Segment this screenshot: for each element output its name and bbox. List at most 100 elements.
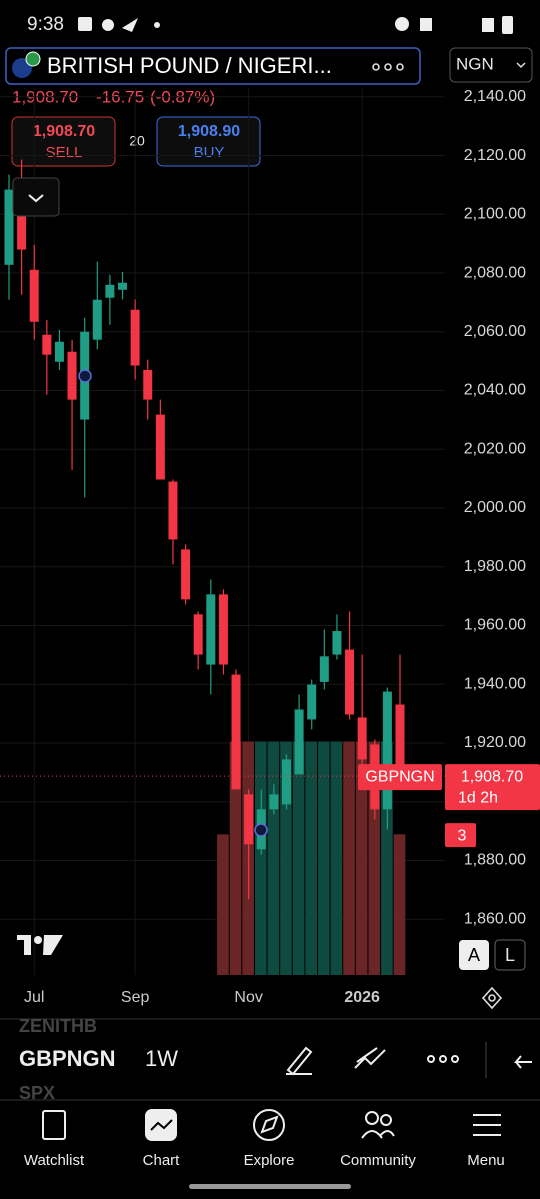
candle-body	[143, 369, 153, 400]
candle-body	[92, 299, 102, 340]
y-tick-label: 1,860.00	[464, 910, 526, 927]
scale-auto[interactable]: A	[468, 945, 480, 965]
y-tick-label: 1,920.00	[464, 734, 526, 751]
chevron	[28, 194, 44, 203]
collapse-button[interactable]	[12, 177, 60, 217]
status-time: 9:38	[27, 14, 64, 35]
candle-body	[382, 691, 392, 810]
toolbar-symbol[interactable]: GBPNGN	[19, 1046, 116, 1071]
symbol-name[interactable]: BRITISH POUND / NIGERI...	[47, 53, 332, 78]
shade-bar	[381, 741, 393, 975]
sell-button[interactable]	[11, 116, 116, 167]
buy-label[interactable]: BUY	[194, 144, 225, 161]
x-tick-label: Jul	[24, 989, 44, 1006]
shade-bar	[330, 741, 343, 975]
nav-menu[interactable]: Menu	[467, 1152, 505, 1169]
more-icon[interactable]	[372, 63, 404, 71]
candle-body	[42, 334, 52, 355]
price-tag-text: 1,908.70	[461, 768, 523, 785]
shade-bar	[393, 834, 406, 975]
nav-community[interactable]: Community	[340, 1152, 416, 1169]
shade-bar	[355, 741, 368, 975]
candle-body	[54, 341, 64, 362]
more-tools[interactable]	[427, 1055, 459, 1063]
price-tag	[445, 764, 540, 811]
badge-text: 3	[458, 827, 467, 844]
candle-body	[4, 189, 14, 265]
shade-bar	[343, 741, 355, 975]
candle-body	[67, 351, 77, 400]
draw-icon[interactable]	[286, 1046, 313, 1076]
home-indicator	[189, 1184, 351, 1189]
flag-ng	[25, 51, 41, 67]
nav-explore[interactable]: Explore	[244, 1152, 295, 1169]
y-tick-label: 2,060.00	[464, 323, 526, 340]
candle-body	[332, 631, 342, 655]
countdown: 1d 2h	[458, 789, 498, 806]
candle-body	[181, 549, 191, 600]
candle-body	[105, 284, 115, 298]
scale-button[interactable]	[494, 939, 526, 971]
nav-watchlist[interactable]: Watchlist	[24, 1152, 85, 1169]
symbol-tag-text: GBPNGN	[365, 768, 434, 785]
candle-body	[307, 684, 317, 720]
candle-body	[193, 614, 203, 655]
scale-log[interactable]: L	[505, 945, 515, 965]
shade-bar	[267, 741, 280, 975]
shade-bar	[368, 741, 381, 975]
event-marker[interactable]	[254, 823, 268, 837]
y-tick-label: 2,000.00	[464, 499, 526, 516]
settings-icon-center	[488, 994, 496, 1002]
y-tick-label: 1,960.00	[464, 617, 526, 634]
currency-select[interactable]	[449, 47, 533, 83]
shade-bar	[292, 741, 305, 975]
currency[interactable]: NGN	[456, 54, 494, 73]
y-tick-label: 1,940.00	[464, 675, 526, 692]
shade-bar	[280, 741, 292, 975]
x-tick-label: Nov	[234, 989, 262, 1006]
candle-body	[155, 414, 165, 480]
status-icons	[78, 16, 513, 34]
candle-body	[218, 594, 228, 665]
y-tick-label: 2,140.00	[464, 88, 526, 105]
y-tick-label: 2,100.00	[464, 206, 526, 223]
scale-button[interactable]	[459, 940, 489, 970]
candle-body	[319, 656, 329, 682]
event-marker[interactable]	[78, 369, 92, 383]
badge	[445, 823, 476, 848]
shade-bar	[318, 741, 330, 975]
candle-body	[357, 717, 367, 760]
candle-body	[269, 794, 279, 810]
y-tick-label: 1,880.00	[464, 852, 526, 869]
buy-button[interactable]	[156, 116, 261, 167]
plot	[0, 88, 445, 975]
candle-body	[29, 269, 39, 322]
symbol-box[interactable]	[5, 47, 421, 85]
x-tick-label: Sep	[121, 989, 150, 1006]
shade-bar	[254, 741, 267, 975]
y-tick-label: 2,020.00	[464, 440, 526, 457]
candle-body	[244, 794, 254, 845]
interval[interactable]: 1W	[145, 1046, 178, 1071]
sell-price[interactable]: 1,908.70	[33, 123, 95, 140]
buy-price[interactable]: 1,908.90	[178, 123, 240, 140]
prev-item[interactable]: ZENITHB	[19, 1016, 97, 1036]
nav-chart[interactable]: Chart	[143, 1152, 181, 1169]
symbol-tag	[358, 764, 442, 791]
next-item[interactable]: SPX	[19, 1083, 55, 1103]
shade-bar	[229, 741, 242, 975]
settings-icon[interactable]	[481, 986, 503, 1010]
spread: 20	[129, 133, 145, 149]
shade-bar	[305, 741, 318, 975]
candle-body	[130, 309, 140, 366]
undo-icon[interactable]	[513, 1055, 532, 1069]
y-tick-label: 2,120.00	[464, 147, 526, 164]
shade-bar	[217, 834, 229, 975]
nav-icons	[42, 1109, 501, 1141]
trend-icon[interactable]	[354, 1047, 386, 1069]
candle-body	[206, 594, 216, 665]
sell-label[interactable]: SELL	[46, 144, 83, 161]
